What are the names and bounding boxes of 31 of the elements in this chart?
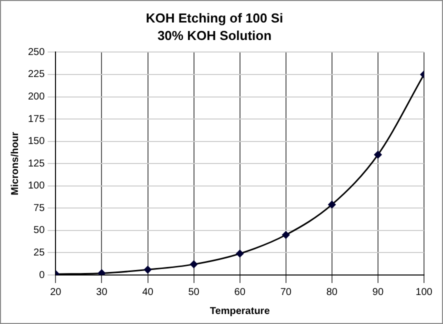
x-tick-label: 40: [142, 286, 154, 298]
y-tick-label: 25: [34, 247, 46, 258]
point: [374, 150, 382, 158]
x-tick-label: 30: [96, 286, 108, 298]
point: [328, 200, 336, 208]
y-tick-label: 250: [28, 46, 46, 58]
y-tick-label: 125: [28, 158, 46, 170]
x-tick-label: 70: [280, 286, 292, 298]
point: [144, 266, 152, 274]
point: [190, 260, 198, 268]
y-tick-label: 150: [28, 136, 46, 148]
y-tick-label: 0: [39, 270, 46, 281]
chart-subtitle: 30% KOH Solution: [157, 28, 272, 43]
x-tick-label: 50: [188, 286, 200, 298]
y-tick-label: 225: [28, 69, 46, 80]
y-tick-label: 75: [34, 202, 46, 214]
x-tick-label: 90: [372, 286, 384, 298]
point: [98, 269, 106, 275]
y-axis-title: Microns/hour: [10, 132, 21, 196]
x-tick-label: 60: [234, 286, 246, 298]
x-axis-title: Temperature: [210, 306, 270, 317]
y-tick-label: 50: [34, 225, 46, 236]
x-tick-label: 80: [326, 286, 338, 298]
x-tick-label: 20: [50, 286, 62, 298]
point: [282, 231, 290, 239]
x-tick-label: 100: [416, 286, 433, 298]
y-tick-label: 175: [28, 114, 46, 125]
chart-title: KOH Etching of 100 Si: [146, 10, 284, 26]
y-tick-label: 200: [28, 92, 46, 103]
y-tick-label: 100: [28, 180, 46, 192]
point: [236, 250, 244, 258]
